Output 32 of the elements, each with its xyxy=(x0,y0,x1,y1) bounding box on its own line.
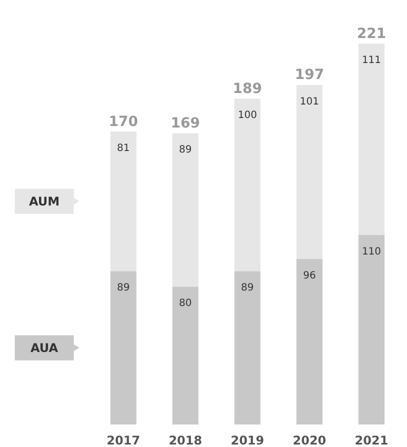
data-label: 81 xyxy=(116,142,130,154)
bar xyxy=(358,44,385,235)
total-label: 170 xyxy=(108,114,138,130)
legend-label: AUA xyxy=(30,340,59,355)
data-label: 101 xyxy=(300,96,320,108)
bar xyxy=(234,98,260,272)
data-label: 110 xyxy=(362,246,382,258)
legend-label: AUM xyxy=(28,194,60,208)
data-label: 80 xyxy=(179,298,192,310)
x-tick-label: 2019 xyxy=(230,434,264,447)
data-label: 89 xyxy=(241,282,254,294)
bar xyxy=(110,271,136,424)
x-tick-label: 2018 xyxy=(168,434,202,447)
total-label: 221 xyxy=(356,26,386,42)
bar xyxy=(110,131,136,272)
bar xyxy=(296,259,322,424)
data-label: 96 xyxy=(303,270,316,282)
bar xyxy=(358,234,385,424)
total-label: 169 xyxy=(170,116,200,132)
bar xyxy=(296,84,322,260)
data-label: 111 xyxy=(362,55,382,66)
bar xyxy=(234,271,260,424)
data-label: 100 xyxy=(238,110,257,122)
data-label: 89 xyxy=(179,144,192,156)
x-tick-label: 2017 xyxy=(106,434,140,447)
bar xyxy=(172,133,198,287)
data-label: 89 xyxy=(116,282,130,294)
x-tick-label: 2021 xyxy=(354,434,388,447)
x-tick-label: 2020 xyxy=(292,434,326,447)
bar xyxy=(172,286,198,424)
total-label: 189 xyxy=(232,81,262,98)
total-label: 197 xyxy=(294,67,324,84)
